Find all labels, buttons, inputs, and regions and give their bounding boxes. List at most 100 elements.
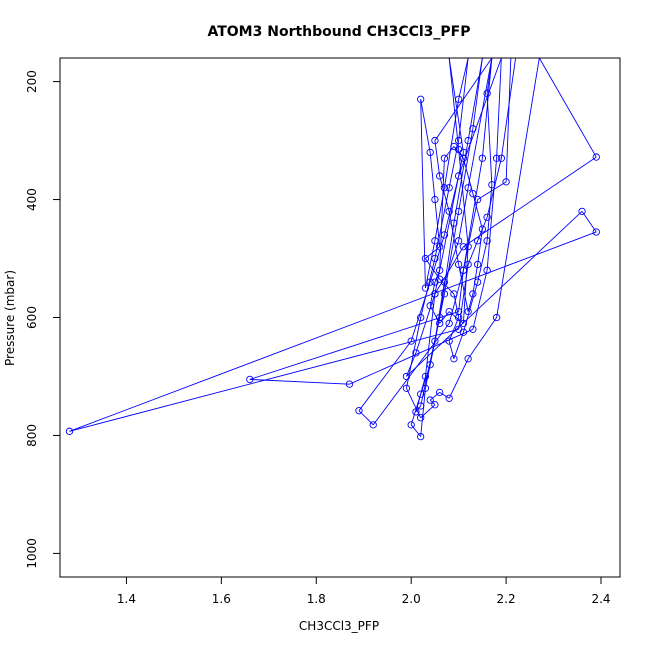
data-point <box>402 384 411 392</box>
data-point <box>450 290 458 298</box>
series-segment <box>358 340 412 411</box>
series-segment <box>69 231 597 432</box>
data-point <box>440 231 449 239</box>
y-tick-label: 800 <box>25 424 39 447</box>
series-segment <box>581 211 597 233</box>
data-point <box>464 307 472 316</box>
series-segment <box>349 328 474 385</box>
series-segment <box>496 58 502 159</box>
data-point <box>421 372 430 381</box>
data-point <box>483 89 491 98</box>
data-point <box>464 136 472 145</box>
series-segment <box>472 58 483 129</box>
data-point <box>407 421 415 429</box>
data-point <box>417 414 425 422</box>
data-point <box>459 319 468 328</box>
series-segment <box>415 293 436 354</box>
data-point <box>431 195 439 204</box>
series-segment <box>420 388 426 437</box>
data-point <box>445 394 453 402</box>
data-point <box>464 243 472 251</box>
data-point <box>445 307 453 316</box>
data-point <box>459 154 468 162</box>
data-point <box>454 260 463 269</box>
data-point <box>426 396 434 404</box>
data-point <box>497 154 506 162</box>
data-point <box>454 95 463 103</box>
data-point <box>436 243 444 251</box>
series-segment <box>538 58 597 158</box>
data-point <box>483 266 491 274</box>
series-segment <box>406 211 583 377</box>
data-marks <box>65 58 600 441</box>
data-point <box>592 153 600 161</box>
series-segment <box>463 156 597 248</box>
data-point <box>464 260 472 269</box>
data-point <box>469 290 477 298</box>
series-segment <box>443 175 460 236</box>
data-point <box>436 266 444 274</box>
series-segment <box>448 358 469 399</box>
series-segment <box>439 175 450 212</box>
data-point <box>445 319 453 328</box>
series-segment <box>496 58 540 318</box>
data-point <box>454 237 463 245</box>
data-point <box>431 254 439 263</box>
series-segment <box>420 99 426 289</box>
series-segment <box>458 58 469 100</box>
data-point <box>431 278 439 286</box>
series-segment <box>448 211 460 265</box>
data-point <box>431 337 439 345</box>
series-segment <box>444 146 455 159</box>
data-point <box>592 228 600 236</box>
data-point <box>473 237 482 245</box>
chart-title: ATOM3 Northbound CH3CCl3_PFP <box>207 24 470 40</box>
data-point <box>412 408 420 416</box>
data-point <box>412 349 420 357</box>
series-segment <box>453 332 464 359</box>
y-tick-label: 400 <box>25 188 39 211</box>
x-tick-label: 1.4 <box>117 592 136 606</box>
series-segment <box>462 158 483 271</box>
data-point <box>469 125 477 133</box>
data-point <box>436 172 444 180</box>
series-segment <box>415 405 422 413</box>
series-segment <box>472 270 488 330</box>
series-segment <box>462 246 469 324</box>
data-point <box>436 388 444 397</box>
series-segment <box>434 140 441 177</box>
data-point <box>369 421 377 429</box>
series-segment <box>424 240 436 289</box>
data-point <box>478 225 487 233</box>
data-point <box>417 313 425 322</box>
series-segment <box>439 158 445 271</box>
series-segment <box>429 234 445 283</box>
x-tick-label: 2.2 <box>497 592 516 606</box>
axes: 1.4 1.6 1.8 2.0 2.2 2.4 200 400 600 800 1000 <box>25 57 621 606</box>
data-point <box>417 390 425 398</box>
data-point <box>426 302 434 310</box>
series-segment <box>467 58 483 141</box>
data-point <box>421 284 430 292</box>
data-point <box>417 95 425 103</box>
x-tick-label: 1.8 <box>307 592 326 606</box>
series-segment <box>443 240 460 283</box>
data-point <box>450 355 458 363</box>
y-tick-label: 1000 <box>25 538 39 569</box>
series-segment <box>505 58 512 182</box>
series-segment <box>372 323 450 426</box>
series-segment <box>458 187 469 241</box>
series-segment <box>486 184 493 241</box>
series-segment <box>410 424 422 437</box>
data-point <box>436 313 444 322</box>
x-axis-label: CH3CCl3_PFP <box>299 619 379 633</box>
series-segment <box>467 240 479 265</box>
data-point <box>473 195 482 204</box>
data-point <box>345 380 354 388</box>
series-segment <box>486 158 498 271</box>
series-segment <box>467 317 497 360</box>
data-point <box>450 219 458 227</box>
data-point <box>445 207 453 215</box>
series-segment <box>439 311 450 324</box>
